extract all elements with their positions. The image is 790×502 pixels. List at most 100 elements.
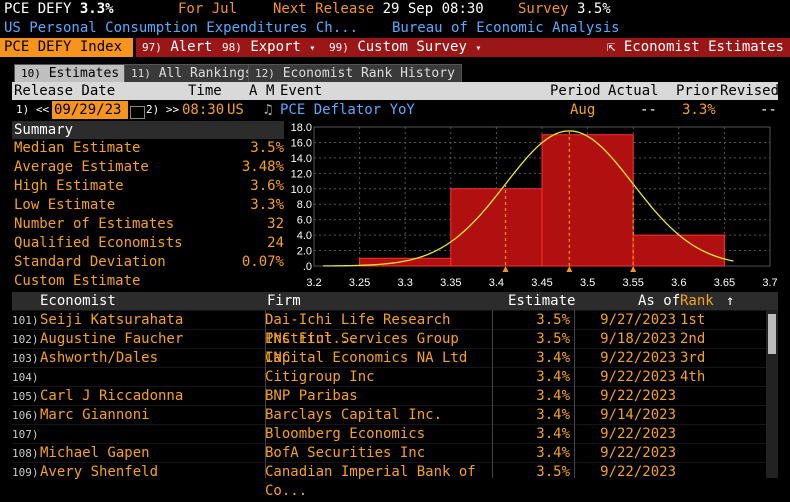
col-prior[interactable]: Prior	[676, 83, 719, 99]
summary-row: Average Estimate 3.48%	[14, 158, 284, 177]
economist-name[interactable]: Ashworth/Dales	[40, 350, 159, 366]
y-tick-label: 12.0	[291, 168, 312, 180]
ticker-value: 3.3%	[79, 1, 114, 17]
alert-button[interactable]: 97) Alert	[136, 38, 240, 57]
col-release-date[interactable]: Release Date	[14, 83, 116, 99]
index-tab[interactable]: PCE DEFY Index	[0, 38, 133, 57]
summary-label: Custom Estimate	[14, 273, 141, 289]
release-country: US	[227, 102, 244, 118]
estimate-distribution-chart: 18.0 16.0 14.0 12.0 10.0 8.0 6.0 4.0 2.0 .0 3.2 3.2…	[291, 122, 778, 289]
estimate-value: 3.5%	[536, 312, 570, 328]
column-divider	[265, 310, 266, 478]
col-economist[interactable]: Economist	[40, 293, 116, 309]
col-revised[interactable]: Revised	[720, 83, 780, 99]
marker-triangle	[630, 266, 637, 272]
row-number: 102)	[12, 333, 39, 346]
summary-value: 3.6%	[250, 178, 284, 194]
bell-icon[interactable]: ♫	[264, 102, 273, 118]
next-release-label: Next Release	[273, 1, 375, 17]
col-rank[interactable]: Rank	[680, 293, 714, 309]
col-firm[interactable]: Firm	[267, 293, 301, 309]
firm-name[interactable]: Dai-Ichi Life Research Institut...	[265, 312, 451, 347]
firm-name[interactable]: Barclays Capital Inc.	[265, 407, 443, 423]
col-period[interactable]: Period	[550, 83, 601, 99]
x-tick-label: 3.5	[580, 277, 595, 289]
economist-name[interactable]: Carl J Riccadonna	[40, 388, 184, 404]
summary-row: Standard Deviation 0.07%	[14, 253, 284, 272]
tab-estimates[interactable]: 10) Estimates	[14, 64, 127, 82]
table-row[interactable]: 107) Bloomberg Economics 3.4% 9/22/2023	[12, 424, 766, 444]
x-tick-label: 3.55	[622, 277, 643, 289]
table-row[interactable]: 104) Citigroup Inc 3.4% 9/22/2023 4th	[12, 367, 766, 387]
economist-name[interactable]: Michael Gapen	[40, 445, 150, 461]
tab-all-rankings[interactable]: 11) All Rankings	[124, 64, 260, 82]
x-tick-label: 3.3	[398, 277, 413, 289]
launch-icon: ⇱	[606, 39, 616, 55]
summary-row: Number of Estimates 32	[14, 215, 284, 234]
summary-row: Low Estimate 3.3%	[14, 196, 284, 215]
economist-table-header: Economist Firm Estimate As of Rank ↑	[12, 292, 778, 310]
prev-date-button[interactable]: 1) <<	[16, 103, 50, 116]
firm-name[interactable]: BNP Paribas	[265, 388, 358, 404]
firm-name[interactable]: BofA Securities Inc	[265, 445, 426, 461]
economist-estimates-button[interactable]: ⇱ Economist Estimates	[492, 38, 790, 57]
firm-name[interactable]: Capital Economics NA Ltd	[265, 350, 468, 366]
economist-name[interactable]: Marc Giannoni	[40, 407, 150, 423]
col-estimate[interactable]: Estimate	[508, 293, 576, 309]
table-row[interactable]: 106) Marc Giannoni Barclays Capital Inc.…	[12, 405, 766, 425]
table-row[interactable]: 109) Avery Shenfeld Canadian Imperial Ba…	[12, 462, 766, 499]
release-row: 1) << 09/29/23 2) >> 08:30 US ♫ PCE Defl…	[12, 101, 778, 119]
economist-name[interactable]: Avery Shenfeld	[40, 464, 159, 480]
summary-row: Custom Estimate	[14, 272, 284, 291]
sort-ascending-icon[interactable]: ↑	[726, 293, 735, 309]
histogram-bar	[450, 188, 543, 267]
col-time[interactable]: Time	[188, 83, 222, 99]
tab-num: 12)	[255, 67, 275, 80]
col-actual[interactable]: Actual	[608, 83, 659, 99]
next-date-button[interactable]: 2) >>	[146, 103, 180, 116]
y-tick-label: 18.0	[291, 122, 312, 134]
firm-name[interactable]: Canadian Imperial Bank of Co...	[265, 464, 476, 499]
summary-label: Qualified Economists	[14, 235, 183, 251]
col-a[interactable]: A	[249, 83, 258, 99]
scrollbar-thumb[interactable]	[768, 314, 776, 354]
survey-label: Survey	[518, 1, 569, 17]
release-event[interactable]: PCE Deflator YoY	[280, 102, 415, 118]
next-num: 2)	[146, 103, 160, 116]
col-m[interactable]: M	[266, 83, 275, 99]
firm-name[interactable]: PNC Finl Services Group INC	[265, 331, 459, 366]
firm-name[interactable]: Bloomberg Economics	[265, 426, 426, 442]
as-of-date: 9/22/2023	[600, 464, 676, 480]
source: Bureau of Economic Analysis	[392, 20, 620, 36]
release-actual: --	[640, 102, 657, 118]
custom-survey-label: Custom Survey	[357, 39, 467, 55]
estimate-value: 3.5%	[536, 464, 570, 480]
ticker: PCE DEFY 3.3%	[4, 1, 114, 20]
summary-value: 24	[267, 235, 284, 251]
scrollbar[interactable]	[766, 310, 778, 478]
estimate-value: 3.4%	[536, 445, 570, 461]
firm-name[interactable]: Citigroup Inc	[265, 369, 375, 385]
export-button[interactable]: 98) Export ▾	[216, 38, 324, 57]
tab-economist-rank-history[interactable]: 12) Economist Rank History	[248, 64, 462, 82]
col-as-of[interactable]: As of	[638, 293, 681, 309]
table-row[interactable]: 103) Ashworth/Dales Capital Economics NA…	[12, 348, 766, 368]
release-date-field[interactable]: 09/29/23	[52, 101, 128, 119]
row-number: 108)	[12, 447, 39, 460]
economist-name[interactable]: Augustine Faucher	[40, 331, 184, 347]
summary-label: Low Estimate	[14, 197, 116, 213]
table-row[interactable]: 102) Augustine Faucher PNC Finl Services…	[12, 329, 766, 366]
economist-name[interactable]: Seiji Katsurahata	[40, 312, 184, 328]
rank-value: 2nd	[680, 331, 706, 347]
col-event[interactable]: Event	[280, 83, 323, 99]
y-tick-label: 10.0	[291, 184, 312, 196]
table-row[interactable]: 101) Seiji Katsurahata Dai-Ichi Life Res…	[12, 310, 766, 347]
table-row[interactable]: 105) Carl J Riccadonna BNP Paribas 3.4% …	[12, 386, 766, 406]
custom-survey-button[interactable]: 99) Custom Survey ▾	[323, 38, 499, 57]
security-description: US Personal Consumption Expenditures Ch.…	[4, 20, 359, 36]
as-of-date: 9/27/2023	[600, 312, 676, 328]
as-of-date: 9/22/2023	[600, 350, 676, 366]
calendar-icon[interactable]	[130, 104, 145, 120]
table-row[interactable]: 108) Michael Gapen BofA Securities Inc 3…	[12, 443, 766, 463]
for-period: For Jul	[178, 1, 238, 17]
